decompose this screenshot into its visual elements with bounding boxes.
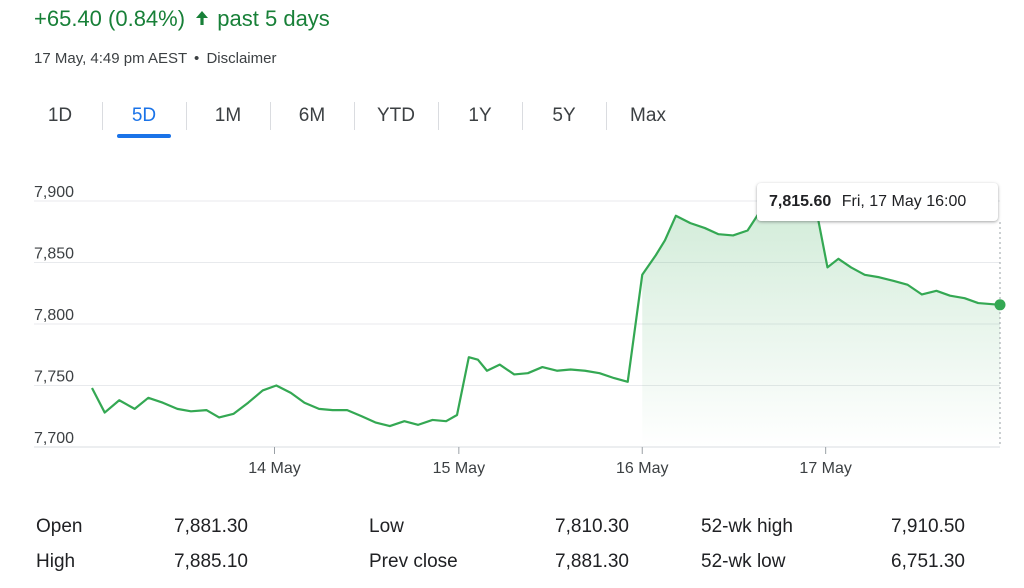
x-tick-label: 16 May: [616, 460, 668, 477]
separator-dot: •: [194, 50, 200, 67]
stats-table: Open 7,881.30 High 7,885.10 Low 7,810.30…: [0, 508, 1024, 588]
stat-52wk-low-label: 52-wk low: [701, 551, 786, 572]
tab-1m[interactable]: 1M: [186, 96, 270, 136]
disclaimer-link[interactable]: Disclaimer: [206, 50, 277, 67]
timestamp: 17 May, 4:49 pm AEST: [34, 50, 187, 67]
y-tick-label: 7,900: [34, 184, 74, 201]
stat-open-value: 7,881.30: [174, 516, 248, 537]
tab-5d[interactable]: 5D: [102, 96, 186, 138]
timestamp-line: 17 May, 4:49 pm AEST • Disclaimer: [34, 50, 276, 67]
stat-prev-close-label: Prev close: [369, 551, 458, 572]
price-tooltip: 7,815.60 Fri, 17 May 16:00: [757, 183, 998, 221]
change-value: +65.40 (0.84%): [34, 6, 186, 31]
stat-low-label: Low: [369, 516, 404, 537]
stat-high-label: High: [36, 551, 76, 572]
tab-5y[interactable]: 5Y: [522, 96, 606, 136]
x-tick-label: 14 May: [248, 460, 300, 477]
stat-52wk-high-label: 52-wk high: [701, 516, 793, 537]
tab-ytd[interactable]: YTD: [354, 96, 438, 136]
x-tick-label: 17 May: [799, 460, 851, 477]
change-period: past 5 days: [217, 6, 330, 31]
y-tick-label: 7,800: [34, 307, 74, 324]
area-fill: [642, 207, 1000, 447]
tooltip-price: 7,815.60: [769, 193, 832, 210]
tooltip-date: Fri, 17 May 16:00: [841, 193, 967, 210]
tab-6m[interactable]: 6M: [270, 96, 354, 136]
tab-max[interactable]: Max: [606, 96, 690, 136]
y-tick-label: 7,700: [34, 430, 74, 447]
stat-52wk-high-value: 7,910.50: [891, 516, 965, 537]
stat-low-value: 7,810.30: [555, 516, 629, 537]
stat-52wk-low-value: 6,751.30: [891, 551, 965, 572]
price-chart[interactable]: 7,700 7,750 7,800 7,850 7,900 14 May 15 May 16 …: [0, 160, 1024, 490]
stat-prev-close-value: 7,881.30: [555, 551, 629, 572]
arrow-up-icon: [195, 6, 209, 32]
tab-1d[interactable]: 1D: [47, 105, 73, 126]
x-tick-label: 15 May: [433, 460, 485, 477]
range-tabs: 1D 5D 1M 6M YTD 1Y 5Y Max: [18, 96, 690, 140]
y-tick-label: 7,850: [34, 246, 74, 263]
stat-high-value: 7,885.10: [174, 551, 248, 572]
last-point-marker: [994, 299, 1006, 311]
price-line: [91, 206, 1001, 428]
tab-1y[interactable]: 1Y: [438, 96, 522, 136]
stat-open-label: Open: [36, 516, 83, 537]
y-tick-label: 7,750: [34, 369, 74, 386]
price-change: +65.40 (0.84%) past 5 days: [34, 6, 330, 32]
